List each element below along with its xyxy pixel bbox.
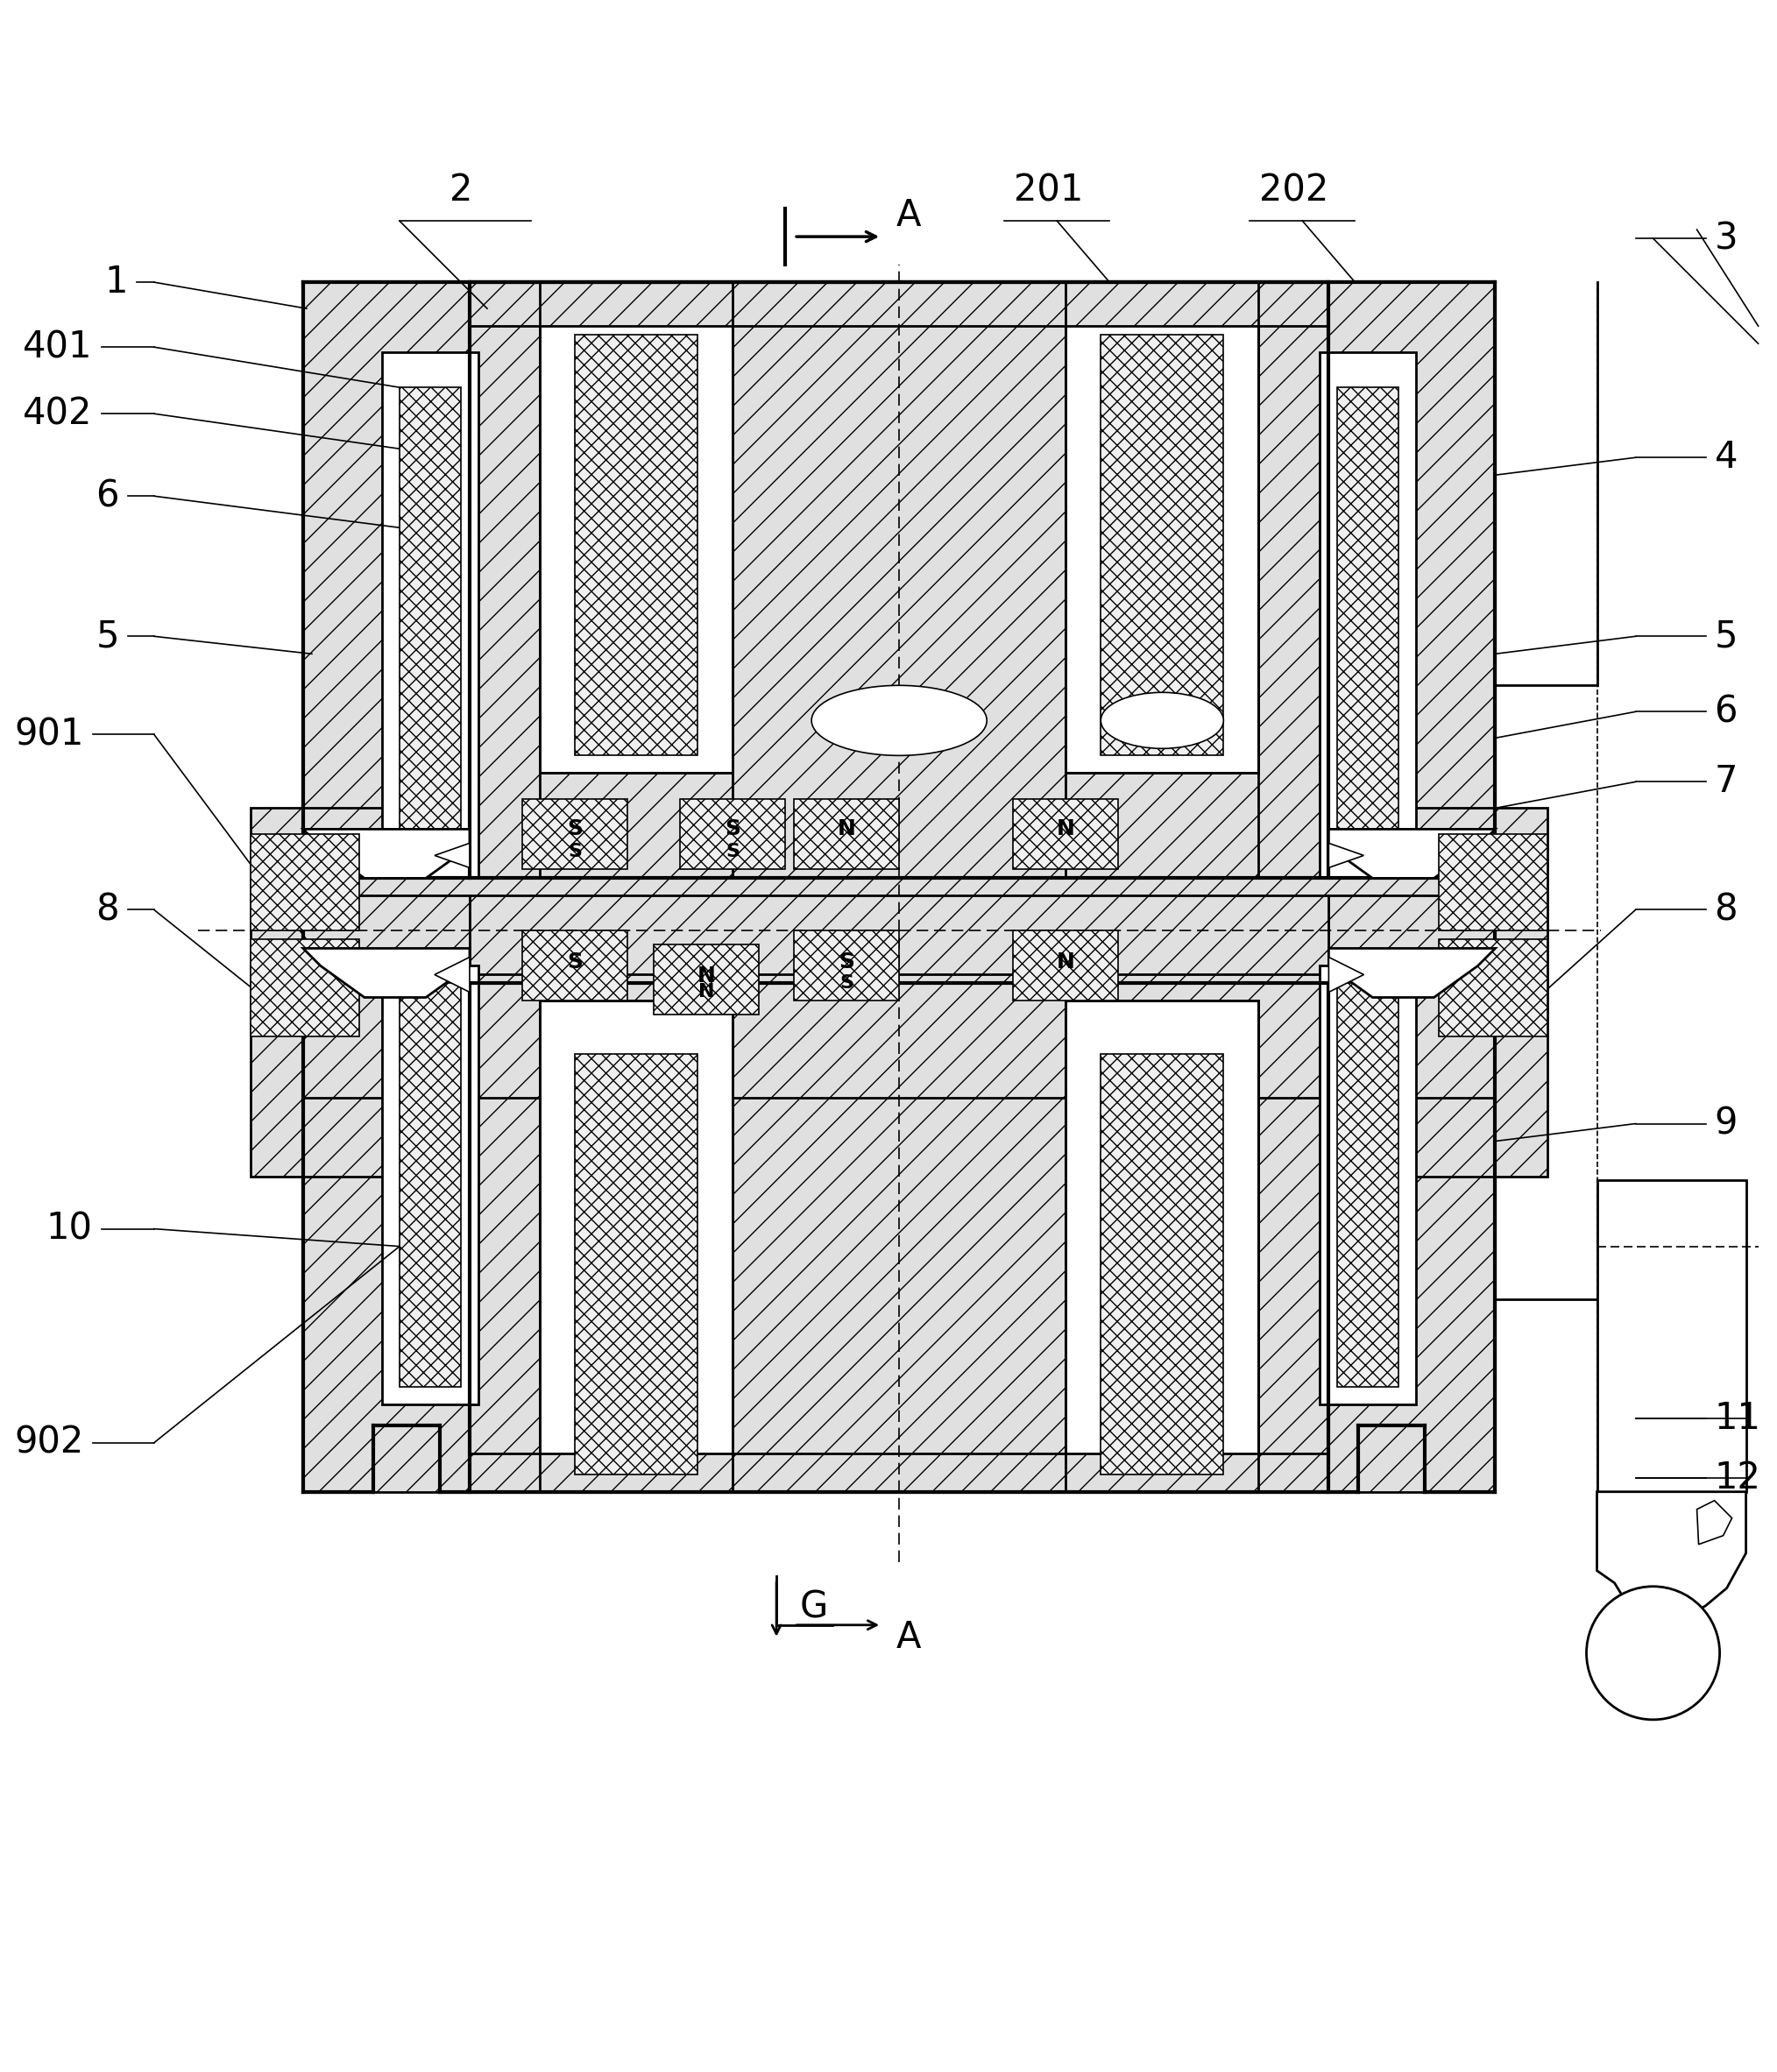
- Bar: [681, 800, 785, 870]
- Bar: [540, 1001, 732, 1492]
- Bar: [654, 945, 759, 1015]
- Text: 202: 202: [1258, 172, 1329, 209]
- Bar: [574, 336, 698, 756]
- Text: N: N: [1057, 951, 1075, 974]
- Text: 1: 1: [105, 263, 128, 300]
- Text: N: N: [837, 818, 857, 839]
- Bar: [304, 282, 469, 879]
- Bar: [1066, 1001, 1258, 1492]
- Bar: [1100, 1053, 1224, 1475]
- Bar: [794, 930, 899, 1001]
- Bar: [382, 966, 478, 1405]
- Text: S: S: [567, 818, 583, 839]
- Text: S: S: [725, 843, 739, 860]
- Polygon shape: [1329, 949, 1494, 997]
- Bar: [469, 1452, 1329, 1492]
- Bar: [1320, 352, 1416, 879]
- Bar: [1338, 387, 1398, 860]
- Polygon shape: [304, 829, 469, 879]
- Ellipse shape: [812, 686, 986, 756]
- Bar: [1372, 980, 1548, 1177]
- Ellipse shape: [1100, 692, 1224, 748]
- Text: S: S: [567, 951, 583, 974]
- Text: 8: 8: [1715, 891, 1738, 928]
- Text: 7: 7: [1715, 762, 1738, 800]
- Bar: [251, 808, 426, 984]
- Bar: [540, 282, 732, 773]
- Bar: [400, 984, 460, 1386]
- Text: 5: 5: [96, 617, 119, 655]
- Text: S: S: [839, 951, 855, 974]
- Bar: [1439, 835, 1548, 930]
- Text: N: N: [697, 966, 716, 986]
- Bar: [1598, 1179, 1747, 1492]
- Bar: [400, 387, 460, 860]
- Text: A: A: [896, 1618, 920, 1656]
- Text: 12: 12: [1715, 1459, 1761, 1496]
- Text: 402: 402: [23, 396, 92, 433]
- Bar: [304, 895, 469, 1492]
- Bar: [522, 800, 627, 870]
- Bar: [1338, 984, 1398, 1386]
- Bar: [794, 800, 899, 870]
- Text: 901: 901: [14, 717, 84, 752]
- Text: 9: 9: [1715, 1104, 1738, 1142]
- Polygon shape: [435, 957, 469, 992]
- Bar: [1439, 939, 1548, 1036]
- Text: G: G: [800, 1589, 828, 1627]
- Text: N: N: [698, 984, 714, 1001]
- Text: 8: 8: [96, 891, 119, 928]
- Bar: [304, 974, 1494, 1098]
- Bar: [251, 835, 359, 930]
- Bar: [574, 1053, 698, 1475]
- Bar: [1013, 800, 1118, 870]
- Bar: [1329, 282, 1494, 879]
- Text: A: A: [896, 197, 920, 234]
- Bar: [1100, 336, 1224, 756]
- Text: 2: 2: [450, 172, 473, 209]
- Bar: [469, 895, 1329, 1492]
- Text: 6: 6: [1715, 694, 1738, 729]
- Bar: [382, 352, 478, 879]
- Text: 3: 3: [1715, 220, 1738, 257]
- Bar: [1329, 895, 1494, 1492]
- Text: 401: 401: [23, 329, 92, 365]
- Polygon shape: [304, 282, 1494, 1492]
- Text: 902: 902: [14, 1423, 84, 1461]
- Text: S: S: [839, 974, 853, 992]
- Polygon shape: [1329, 843, 1363, 868]
- Polygon shape: [1598, 1492, 1747, 1618]
- Circle shape: [1587, 1587, 1720, 1720]
- Text: 201: 201: [1013, 172, 1082, 209]
- Polygon shape: [1329, 957, 1363, 992]
- Bar: [251, 939, 359, 1036]
- Text: S: S: [569, 843, 581, 860]
- Polygon shape: [1697, 1500, 1733, 1544]
- Polygon shape: [304, 949, 469, 997]
- Bar: [469, 282, 1329, 325]
- Text: 10: 10: [46, 1210, 92, 1247]
- Polygon shape: [1329, 829, 1494, 879]
- Bar: [522, 930, 627, 1001]
- Bar: [1320, 966, 1416, 1405]
- Bar: [304, 879, 1494, 984]
- Bar: [1013, 930, 1118, 1001]
- Bar: [1066, 282, 1258, 773]
- Text: 11: 11: [1715, 1401, 1761, 1436]
- Text: 6: 6: [96, 479, 119, 514]
- Text: 5: 5: [1715, 617, 1738, 655]
- Bar: [1372, 808, 1548, 984]
- Bar: [469, 282, 1329, 879]
- Text: S: S: [725, 818, 741, 839]
- Text: N: N: [1057, 818, 1075, 839]
- Polygon shape: [435, 843, 469, 868]
- Bar: [251, 980, 426, 1177]
- Text: 4: 4: [1715, 439, 1738, 477]
